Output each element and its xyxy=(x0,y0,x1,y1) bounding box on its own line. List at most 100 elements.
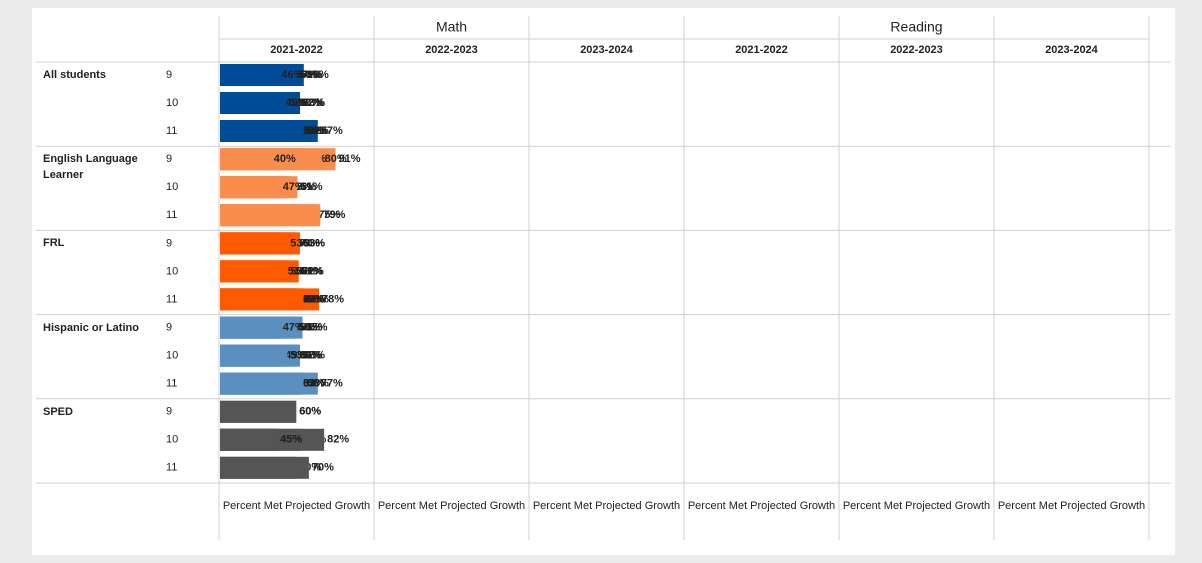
grade-label: 11 xyxy=(166,125,177,137)
value-label: 56% xyxy=(294,181,316,193)
value-label: 82% xyxy=(327,434,349,446)
bar xyxy=(220,428,278,451)
bar xyxy=(220,120,303,142)
chart-svg: Math 2021-2022 2022-2023 2023-2024 Reading 20… xyxy=(36,16,1171,540)
value-label: 60% xyxy=(299,350,321,362)
axis-label: Percent Met Projected Growth xyxy=(687,500,836,512)
value-label: 65% xyxy=(306,322,328,334)
value-label: 62% xyxy=(302,125,324,137)
value-label: 62% xyxy=(302,265,324,277)
value-label: 61% xyxy=(300,69,322,81)
value-label: 57% xyxy=(295,69,317,81)
value-label: 62% xyxy=(302,293,324,305)
value-label: 61% xyxy=(300,265,322,277)
bar xyxy=(220,204,321,227)
value-label: 63% xyxy=(303,237,325,249)
value-label: 60% xyxy=(299,406,321,418)
grade-label: 11 xyxy=(166,293,177,305)
group-label: SPED xyxy=(43,405,73,418)
value-label: 52% xyxy=(289,97,311,109)
bar xyxy=(220,288,301,311)
value-label: 80% xyxy=(325,153,347,165)
bar xyxy=(220,92,287,114)
value-label: 49% xyxy=(285,350,307,362)
grade-label: 10 xyxy=(166,265,178,277)
value-label: 63% xyxy=(303,350,325,362)
value-label: 75% xyxy=(318,209,340,221)
value-label: 63% xyxy=(303,378,325,390)
group-label: Hispanic or Latino xyxy=(43,321,139,334)
axis-label: Percent Met Projected Growth xyxy=(377,500,526,512)
chart: Math 2021-2022 2022-2023 2023-2024 Reading 20… xyxy=(32,8,1175,555)
bar xyxy=(220,148,271,171)
value-label: 66% xyxy=(307,69,329,81)
subject-label: Math xyxy=(436,19,467,35)
bar xyxy=(220,456,309,479)
bar xyxy=(220,344,288,367)
value-label: 49% xyxy=(285,97,307,109)
value-label: 79% xyxy=(323,209,345,221)
year-label: 2022-2023 xyxy=(890,44,943,56)
grade-label: 11 xyxy=(166,209,177,221)
bar xyxy=(220,176,280,199)
grade-label: 9 xyxy=(166,153,172,165)
value-label: 59% xyxy=(298,237,320,249)
value-label: 51% xyxy=(288,265,310,277)
subject-label: Reading xyxy=(890,19,942,35)
year-label: 2021-2022 xyxy=(270,44,323,56)
group-label: FRL xyxy=(43,237,65,250)
value-label: 63% xyxy=(303,293,325,305)
value-label: 61% xyxy=(300,350,322,362)
value-label: 47% xyxy=(283,322,305,334)
value-label: 60% xyxy=(299,69,321,81)
bar xyxy=(220,316,280,339)
value-label: 60% xyxy=(299,97,321,109)
year-label: 2022-2023 xyxy=(425,44,478,56)
value-label: 53% xyxy=(290,237,312,249)
grade-label: 11 xyxy=(166,378,177,390)
grade-label: 9 xyxy=(166,237,172,249)
value-label: 45% xyxy=(280,434,302,446)
value-label: 61% xyxy=(300,322,322,334)
value-label: 66% xyxy=(307,293,329,305)
value-label: 70% xyxy=(312,462,334,474)
value-label: 60% xyxy=(299,293,321,305)
value-label: 66% xyxy=(307,125,329,137)
axis-label: Percent Met Projected Growth xyxy=(532,500,681,512)
value-label: 45% xyxy=(280,434,302,446)
value-label: 62% xyxy=(302,97,324,109)
grade-label: 11 xyxy=(166,462,177,474)
grade-label: 9 xyxy=(166,69,172,81)
bar xyxy=(220,64,279,86)
year-label: 2023-2024 xyxy=(580,44,633,56)
group-label: All students xyxy=(43,69,106,81)
axis-label: Percent Met Projected Growth xyxy=(997,500,1146,512)
value-label: 65% xyxy=(306,125,328,137)
value-label: 57% xyxy=(295,265,317,277)
bar xyxy=(220,260,288,283)
year-label: 2023-2024 xyxy=(1045,44,1098,56)
value-label: 59% xyxy=(298,237,320,249)
value-label: 91% xyxy=(339,153,361,165)
value-label: 63% xyxy=(303,97,325,109)
bar xyxy=(220,372,301,395)
value-label: 63% xyxy=(303,237,325,249)
axis-label: Percent Met Projected Growth xyxy=(222,500,371,512)
value-label: 40% xyxy=(274,153,296,165)
grade-label: 10 xyxy=(166,97,178,109)
value-label: 59% xyxy=(298,322,320,334)
value-label: 46% xyxy=(281,69,303,81)
value-label: 60% xyxy=(299,125,321,137)
axis-label: Percent Met Projected Growth xyxy=(842,500,991,512)
value-label: 77% xyxy=(321,125,343,137)
value-label: 55% xyxy=(293,322,315,334)
value-label: 77% xyxy=(321,378,343,390)
value-label: 53% xyxy=(290,265,312,277)
value-label: 78% xyxy=(322,293,344,305)
bar xyxy=(220,400,297,423)
value-label: 47% xyxy=(283,181,305,193)
grade-label: 10 xyxy=(166,434,178,446)
year-label: 2021-2022 xyxy=(735,44,788,56)
value-label: 53% xyxy=(290,350,312,362)
grade-label: 9 xyxy=(166,322,172,334)
